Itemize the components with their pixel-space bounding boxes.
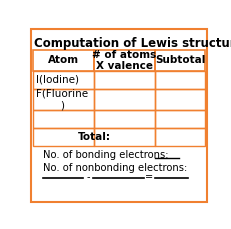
- Bar: [94, 110, 154, 128]
- Bar: [154, 89, 204, 110]
- Bar: [94, 128, 154, 146]
- Bar: [154, 110, 204, 128]
- Bar: [33, 110, 94, 128]
- Bar: [94, 71, 154, 89]
- Text: =: =: [144, 172, 152, 182]
- Text: No. of bonding electrons:: No. of bonding electrons:: [43, 150, 168, 160]
- Bar: [154, 128, 204, 146]
- Text: -: -: [86, 172, 89, 182]
- Text: I(Iodine): I(Iodine): [36, 75, 79, 85]
- Text: Atom: Atom: [48, 55, 79, 65]
- Bar: [94, 89, 154, 110]
- Bar: [94, 50, 154, 71]
- Text: Total:: Total:: [77, 132, 110, 142]
- Bar: [154, 50, 204, 71]
- Bar: [33, 71, 94, 89]
- Text: Subtotal: Subtotal: [154, 55, 204, 65]
- Bar: [33, 50, 94, 71]
- Text: Computation of Lewis structure:: Computation of Lewis structure:: [33, 38, 231, 50]
- Bar: [33, 89, 94, 110]
- Bar: [33, 128, 94, 146]
- Bar: [154, 71, 204, 89]
- Text: # of atoms
X valence: # of atoms X valence: [92, 50, 156, 71]
- Text: F(Fluorine
): F(Fluorine ): [36, 89, 88, 110]
- Text: No. of nonbonding electrons:: No. of nonbonding electrons:: [43, 163, 186, 173]
